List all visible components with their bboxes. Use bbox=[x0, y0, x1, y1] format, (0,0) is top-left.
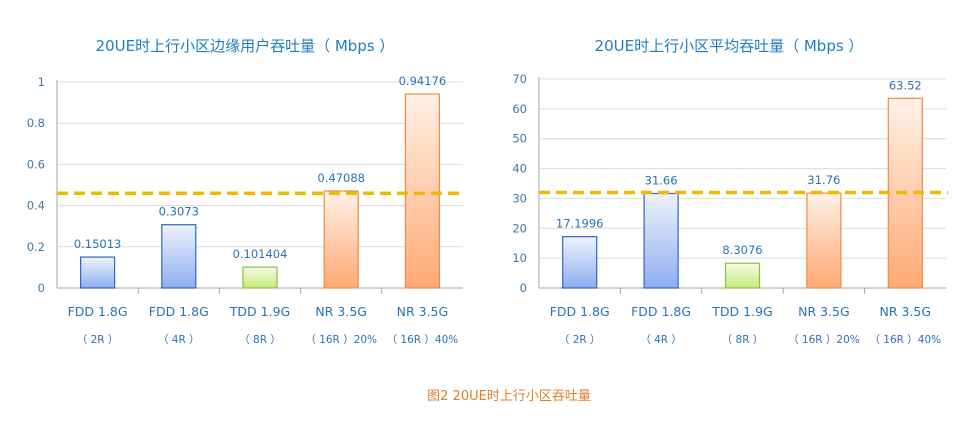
y-tick-label: 0.8 bbox=[27, 116, 45, 130]
y-tick-label: 0.2 bbox=[27, 240, 45, 254]
data-label: 0.15013 bbox=[74, 237, 122, 251]
data-label: 17.1996 bbox=[556, 217, 604, 231]
data-label: 31.76 bbox=[807, 173, 840, 187]
x-category-sublabel: （ 16R ）20% bbox=[305, 334, 377, 346]
x-category-label: FDD 1.8G bbox=[631, 304, 691, 319]
edge-throughput-chart: 20UE时上行小区边缘用户吞吐量（ Mbps ） 0 0.2 0.4 0.6 0.8 1 0.… bbox=[27, 37, 465, 346]
data-label: 0.94176 bbox=[399, 74, 447, 88]
y-tick-label: 50 bbox=[512, 132, 527, 146]
x-category-sublabel: （ 8R ） bbox=[239, 334, 281, 346]
bar bbox=[161, 224, 197, 289]
y-tick-label: 60 bbox=[512, 102, 527, 116]
x-category-sublabel: （ 4R ） bbox=[640, 334, 682, 346]
bar bbox=[323, 190, 359, 289]
data-label: 31.66 bbox=[645, 173, 678, 187]
y-tick-label: 10 bbox=[512, 251, 527, 265]
x-category-sublabel: （ 4R ） bbox=[158, 334, 200, 346]
bar bbox=[404, 93, 440, 289]
bar bbox=[724, 262, 761, 289]
x-category-label: NR 3.5G bbox=[880, 304, 932, 319]
y-tick-label: 30 bbox=[512, 191, 527, 205]
data-label: 63.52 bbox=[889, 78, 922, 92]
y-tick-label: 70 bbox=[512, 72, 527, 86]
data-label: 0.47088 bbox=[317, 171, 365, 185]
chart-title: 20UE时上行小区平均吞吐量（ Mbps ） bbox=[595, 37, 864, 55]
bar bbox=[242, 266, 278, 289]
y-tick-label: 0.6 bbox=[27, 157, 45, 171]
chart-title: 20UE时上行小区边缘用户吞吐量（ Mbps ） bbox=[96, 37, 395, 55]
x-category-label: NR 3.5G bbox=[397, 304, 449, 319]
y-tick-label: 1 bbox=[38, 75, 45, 89]
x-category-label: FDD 1.8G bbox=[68, 304, 128, 319]
data-label: 0.3073 bbox=[159, 205, 199, 219]
x-category-label: FDD 1.8G bbox=[550, 304, 610, 319]
y-tick-label: 0 bbox=[520, 281, 527, 295]
x-category-sublabel: （ 2R ） bbox=[559, 334, 601, 346]
data-label: 8.3076 bbox=[722, 243, 762, 257]
average-throughput-chart: 20UE时上行小区平均吞吐量（ Mbps ） 0 10 20 30 40 50 60 70 17.… bbox=[512, 37, 948, 346]
bar bbox=[643, 192, 679, 289]
figure-caption: 图2 20UE时上行小区吞吐量 bbox=[427, 389, 591, 404]
y-tick-label: 20 bbox=[512, 221, 527, 235]
x-category-sublabel: （ 16R ）40% bbox=[387, 334, 459, 346]
data-label: 0.101404 bbox=[233, 247, 288, 261]
x-category-label: TDD 1.9G bbox=[711, 304, 772, 319]
x-category-sublabel: （ 2R ） bbox=[77, 334, 119, 346]
y-tick-label: 0.4 bbox=[27, 199, 45, 213]
y-tick-label: 40 bbox=[512, 162, 527, 176]
bar bbox=[806, 192, 842, 289]
x-category-label: NR 3.5G bbox=[798, 304, 850, 319]
x-category-sublabel: （ 16R ）20% bbox=[788, 334, 860, 346]
x-category-sublabel: （ 8R ） bbox=[722, 334, 764, 346]
y-tick-label: 0 bbox=[38, 281, 45, 295]
bar bbox=[79, 256, 116, 289]
x-category-label: FDD 1.8G bbox=[149, 304, 209, 319]
x-category-sublabel: （ 16R ）40% bbox=[869, 334, 941, 346]
x-category-label: NR 3.5G bbox=[315, 304, 367, 319]
x-category-label: TDD 1.9G bbox=[229, 304, 290, 319]
bar bbox=[562, 236, 598, 289]
